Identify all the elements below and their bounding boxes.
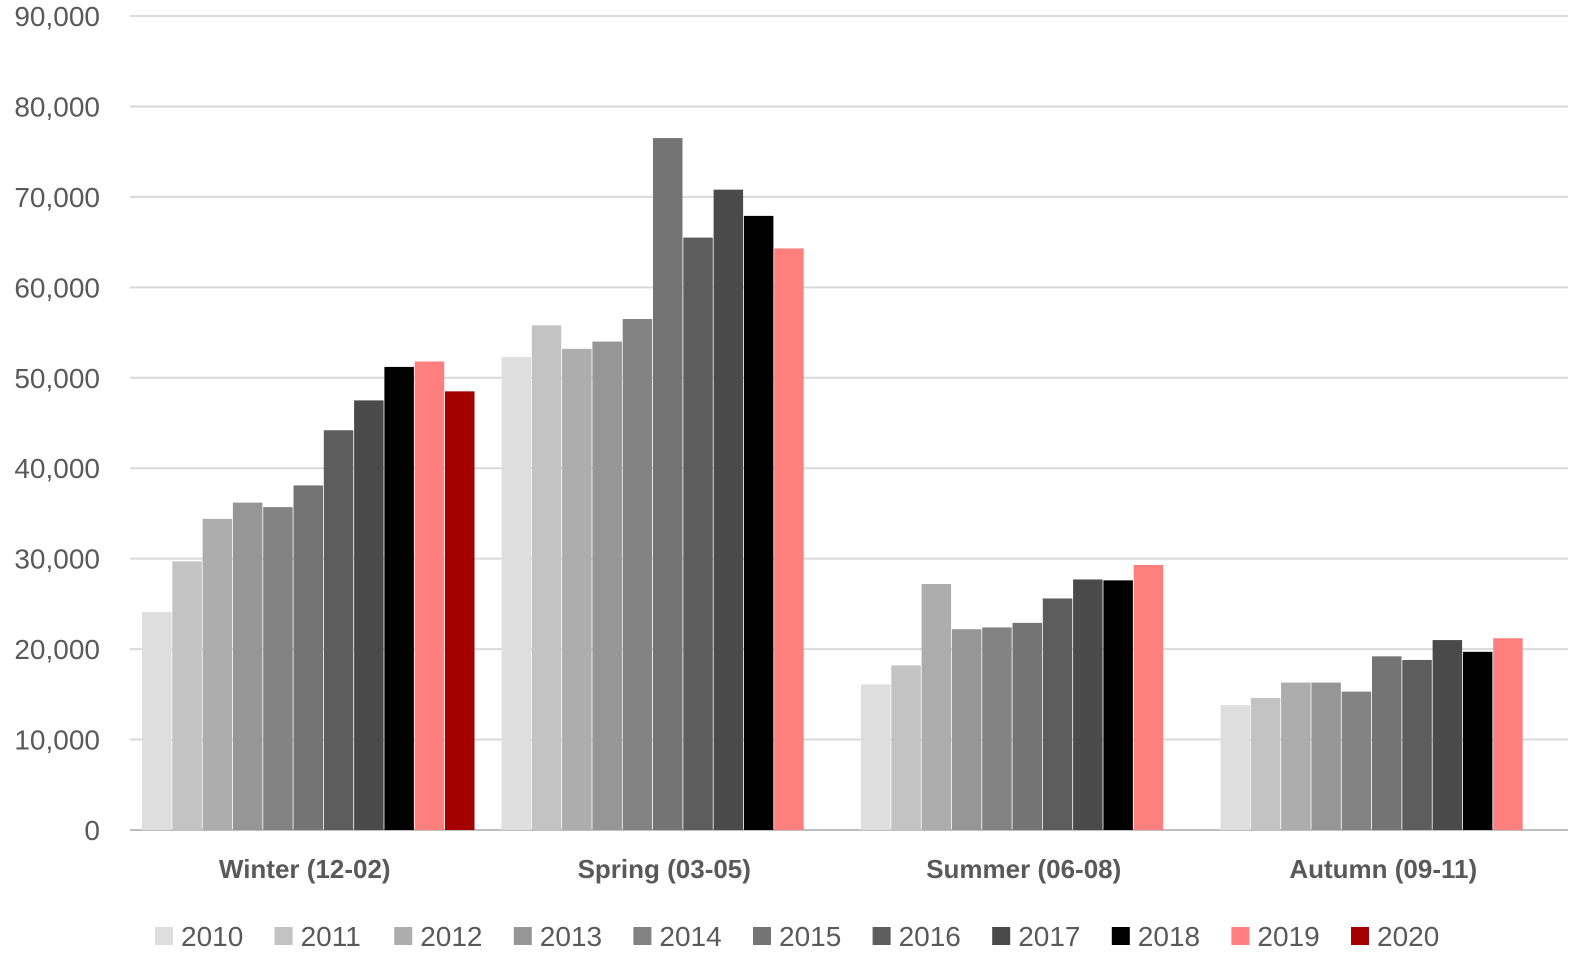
bar bbox=[1462, 651, 1493, 830]
y-tick-label: 20,000 bbox=[14, 634, 100, 665]
legend-swatch bbox=[274, 927, 293, 945]
legend: 2010 2011 2012 2013 2014 2015 2016 2017 2018 2019… bbox=[155, 921, 1439, 952]
y-tick-label: 30,000 bbox=[14, 544, 100, 575]
y-tick-label: 70,000 bbox=[14, 182, 100, 213]
legend-label: 2016 bbox=[899, 921, 961, 952]
bar bbox=[622, 318, 653, 830]
y-tick-label: 80,000 bbox=[14, 91, 100, 122]
bar bbox=[861, 684, 891, 830]
legend-label: 2014 bbox=[659, 921, 721, 952]
y-tick-label: 40,000 bbox=[14, 453, 100, 484]
legend-label: 2010 bbox=[181, 921, 243, 952]
bar bbox=[1103, 580, 1133, 830]
bar bbox=[1073, 579, 1103, 830]
x-category-label: Autumn (09-11) bbox=[1289, 854, 1477, 884]
legend-label: 2017 bbox=[1018, 921, 1080, 952]
bar bbox=[774, 248, 804, 831]
bar bbox=[982, 627, 1012, 830]
bar bbox=[172, 561, 202, 830]
legend-swatch bbox=[1351, 927, 1369, 945]
x-category-label: Spring (03-05) bbox=[578, 854, 751, 884]
x-axis-category-labels: Winter (12-02) Spring (03-05) Summer (06-0… bbox=[219, 854, 1477, 884]
legend-swatch bbox=[992, 927, 1011, 945]
bar bbox=[414, 361, 445, 830]
bar bbox=[1281, 682, 1311, 830]
legend-swatch bbox=[155, 927, 173, 945]
y-tick-label: 10,000 bbox=[14, 725, 100, 756]
bar bbox=[1042, 598, 1073, 830]
bar bbox=[202, 518, 233, 830]
bar bbox=[1402, 659, 1432, 830]
bar bbox=[1341, 691, 1372, 830]
bar bbox=[592, 341, 622, 830]
bar bbox=[1372, 656, 1402, 830]
y-tick-label: 50,000 bbox=[14, 363, 100, 394]
x-category-label: Summer (06-08) bbox=[926, 854, 1121, 884]
legend-swatch bbox=[753, 927, 771, 945]
bars bbox=[142, 138, 1523, 831]
bar bbox=[562, 348, 592, 830]
legend-swatch bbox=[394, 927, 413, 945]
bar bbox=[263, 507, 293, 830]
bar bbox=[1493, 638, 1523, 830]
legend-swatch bbox=[1231, 927, 1250, 945]
bar bbox=[951, 629, 982, 830]
legend-label: 2012 bbox=[420, 921, 482, 952]
y-tick-label: 90,000 bbox=[14, 1, 100, 32]
bar bbox=[1311, 682, 1341, 830]
y-tick-label: 60,000 bbox=[14, 272, 100, 303]
bar bbox=[1012, 622, 1042, 830]
bar bbox=[142, 612, 172, 830]
legend-label: 2019 bbox=[1257, 921, 1319, 952]
bar bbox=[445, 391, 475, 830]
bar bbox=[384, 366, 414, 830]
legend-swatch bbox=[633, 927, 652, 945]
legend-label: 2015 bbox=[779, 921, 841, 952]
bar bbox=[921, 583, 952, 830]
legend-label: 2013 bbox=[540, 921, 602, 952]
bar bbox=[1220, 705, 1250, 830]
bar bbox=[1133, 564, 1164, 830]
bar bbox=[683, 237, 713, 831]
bar bbox=[531, 325, 562, 830]
bar bbox=[1250, 697, 1281, 830]
bar bbox=[713, 189, 744, 831]
bar bbox=[891, 665, 921, 830]
bar bbox=[323, 430, 354, 830]
legend-swatch bbox=[872, 927, 891, 945]
bar bbox=[501, 356, 531, 830]
legend-swatch bbox=[513, 927, 532, 945]
bar bbox=[653, 138, 683, 831]
x-category-label: Winter (12-02) bbox=[219, 854, 391, 884]
legend-swatch bbox=[1111, 927, 1130, 945]
legend-label: 2020 bbox=[1377, 921, 1439, 952]
bar bbox=[232, 502, 263, 830]
bar bbox=[293, 485, 323, 830]
legend-label: 2011 bbox=[301, 921, 361, 952]
y-axis-tick-labels: 0 10,000 20,000 30,000 40,000 50,000 60,000 70,… bbox=[14, 1, 100, 846]
legend-label: 2018 bbox=[1138, 921, 1200, 952]
bar bbox=[354, 400, 384, 830]
bar bbox=[1432, 640, 1463, 830]
bar bbox=[743, 215, 774, 831]
y-tick-label: 0 bbox=[84, 815, 100, 846]
